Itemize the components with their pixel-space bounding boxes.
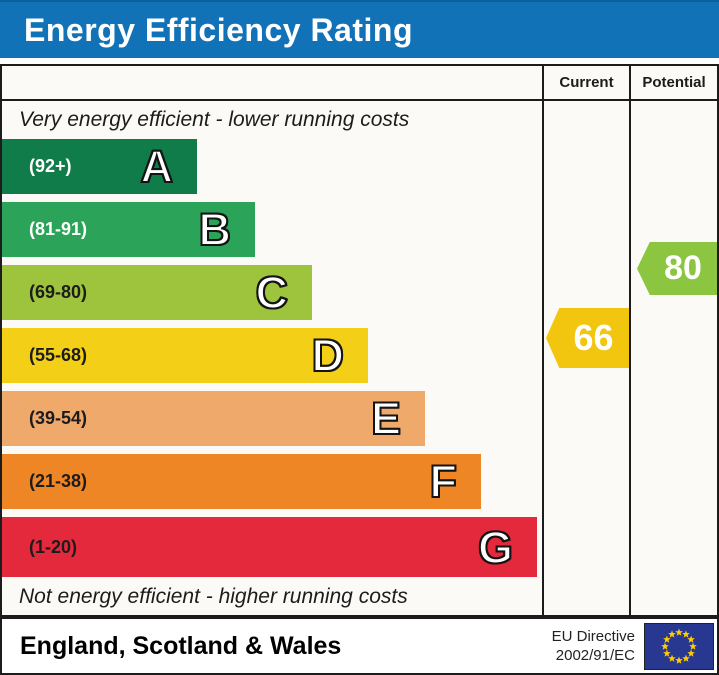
band-E-range: (39-54) [29, 408, 88, 428]
band-C: (69-80) C [2, 265, 312, 320]
band-D-range: (55-68) [29, 345, 88, 365]
current-column-divider [542, 66, 544, 615]
band-B-letter: B [198, 204, 232, 255]
potential-column-header: Potential [642, 74, 706, 91]
title-bar: Energy Efficiency Rating [0, 0, 719, 58]
band-A-range: (92+) [29, 156, 72, 176]
band-G-letter: G [477, 521, 514, 573]
potential-rating-value: 80 [664, 249, 702, 287]
band-F-range: (21-38) [29, 471, 88, 491]
eu-directive-label: EU Directive 2002/91/EC [552, 627, 644, 666]
band-D-letter: D [311, 330, 345, 381]
eu-directive-line2: 2002/91/EC [555, 647, 635, 664]
footer-bar: England, Scotland & Wales EU Directive 2… [0, 617, 719, 675]
current-column-header: Current [559, 74, 614, 91]
band-G: (1-20) G [2, 517, 537, 577]
band-C-letter: C [255, 267, 289, 318]
region-label: England, Scotland & Wales [20, 631, 342, 660]
band-F-letter: F [429, 456, 458, 507]
band-E-letter: E [370, 393, 402, 444]
band-C-range: (69-80) [29, 282, 88, 302]
column-header-row [2, 66, 717, 101]
potential-column-divider [629, 66, 631, 615]
top-caption: Very energy efficient - lower running co… [19, 108, 410, 131]
potential-rating-arrow: 80 [637, 242, 717, 295]
band-D: (55-68) D [2, 328, 368, 383]
band-A: (92+) A [2, 139, 197, 194]
bottom-caption: Not energy efficient - higher running co… [19, 585, 408, 608]
band-A-letter: A [140, 141, 174, 192]
band-E: (39-54) E [2, 391, 425, 446]
band-B: (81-91) B [2, 202, 255, 257]
current-rating-value: 66 [573, 317, 614, 358]
eu-directive-line1: EU Directive [551, 627, 635, 645]
rating-table: Current Potential Very energy efficient … [0, 64, 719, 617]
current-rating-arrow: 66 [546, 308, 629, 368]
band-B-range: (81-91) [29, 219, 88, 239]
band-F: (21-38) F [2, 454, 481, 509]
band-G-range: (1-20) [29, 536, 78, 557]
eu-flag-icon [644, 622, 714, 670]
page-title: Energy Efficiency Rating [24, 11, 413, 48]
